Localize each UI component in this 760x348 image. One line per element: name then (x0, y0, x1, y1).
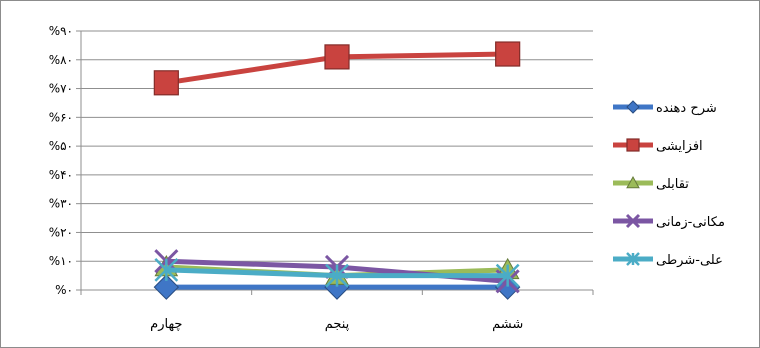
y-tick-label: %۷۰ (49, 82, 73, 96)
legend-label: شرح دهنده (656, 101, 717, 116)
data-point (325, 263, 349, 288)
legend-item: مکانی-زمانی (613, 213, 725, 230)
data-point (324, 44, 350, 70)
data-point (495, 263, 520, 288)
y-axis: %۰ %۱۰ %۲۰ %۳۰ %۴۰ %۵۰ %۶۰ %۷۰ %۸۰ %۹۰ (49, 24, 82, 297)
legend: شرح دهنده افزایشی تقابلی مکانی-زمانی علی-شرط… (613, 100, 725, 268)
data-point (153, 70, 179, 96)
data-point (154, 257, 179, 282)
legend-label: مکانی-زمانی (656, 215, 725, 230)
x-tick-label: ششم (492, 317, 523, 332)
legend-marker (626, 138, 640, 152)
legend-marker (626, 175, 640, 189)
y-tick-label: %۹۰ (49, 24, 73, 38)
y-tick-label: %۳۰ (49, 197, 73, 211)
y-tick-label: %۵۰ (49, 139, 73, 153)
y-tick-label: %۸۰ (49, 53, 73, 67)
series-1 (153, 274, 521, 300)
x-tick-label: چهارم (150, 317, 182, 332)
legend-item: افزایشی (613, 138, 703, 154)
y-tick-label: %۶۰ (49, 110, 73, 124)
series-2 (153, 41, 521, 96)
x-axis: چهارم پنجم ششم (80, 290, 594, 332)
y-tick-label: %۴۰ (49, 168, 73, 182)
legend-marker (626, 252, 640, 266)
y-tick-label: %۰ (55, 283, 73, 297)
data-point (153, 274, 180, 300)
data-point (495, 41, 521, 67)
legend-marker (626, 100, 640, 114)
legend-item: تقابلی (613, 175, 689, 192)
x-tick-label: پنجم (325, 317, 350, 332)
legend-label: علی-شرطی (656, 253, 723, 268)
legend-label: تقابلی (656, 177, 689, 192)
y-tick-label: %۱۰ (49, 254, 73, 268)
legend-label: افزایشی (656, 139, 703, 154)
legend-item: علی-شرطی (613, 252, 723, 268)
series-lines (153, 41, 521, 300)
legend-marker (625, 213, 641, 229)
series-5 (154, 257, 520, 288)
y-tick-label: %۲۰ (49, 225, 73, 239)
legend-item: شرح دهنده (613, 100, 717, 116)
